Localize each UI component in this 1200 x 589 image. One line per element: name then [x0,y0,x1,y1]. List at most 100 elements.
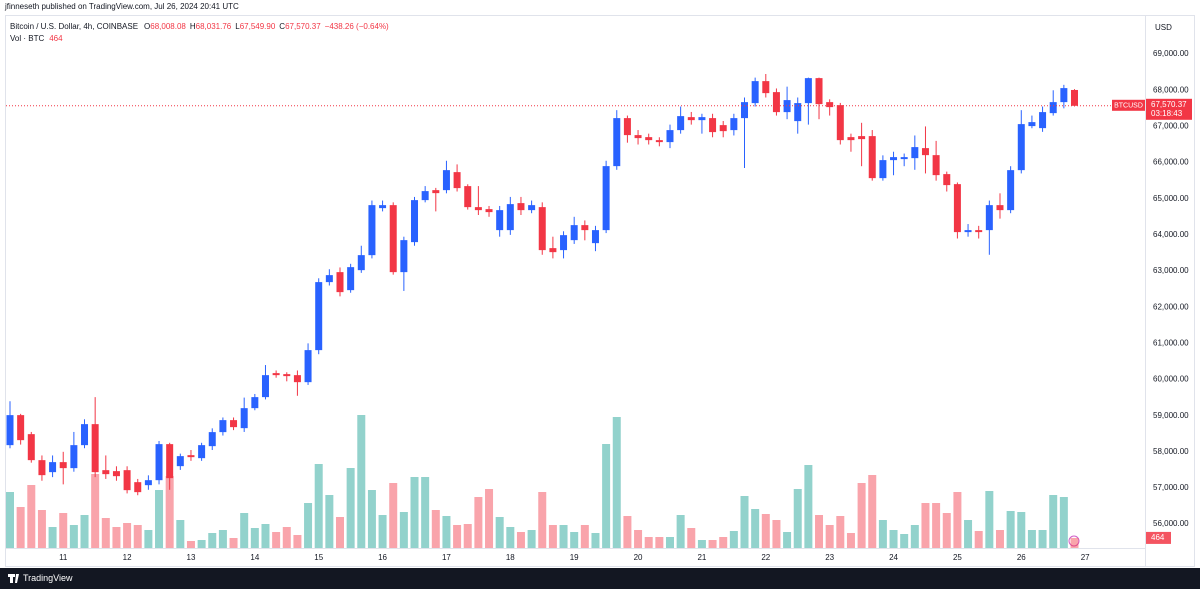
candle-body [655,140,663,143]
volume-bar [719,537,728,548]
candle-body [943,174,951,186]
volume-bar [942,513,951,548]
candle-body [623,118,631,136]
candle-body [890,157,898,161]
candle-body [932,155,940,176]
volume-bar [772,520,781,548]
candle-body [134,482,142,493]
candle-body [1039,112,1047,129]
x-tick-label: 12 [123,553,132,562]
candle-body [112,471,120,477]
candle-body [591,230,599,244]
candle-body [666,130,674,143]
candle-body [815,78,823,105]
legend-field-label: C [279,22,285,31]
candle-body [677,116,685,131]
volume-bar [889,530,898,548]
candle-body [379,205,387,209]
volume-bar [1038,530,1047,548]
volume-bar [112,527,121,548]
volume-bar [1049,495,1058,548]
x-tick-label: 14 [250,553,259,562]
candle-body [804,78,812,104]
volume-bar [421,477,430,548]
candle-body [570,225,578,241]
volume-bar [1027,530,1036,548]
x-tick-label: 13 [187,553,196,562]
volume-bar [985,491,994,548]
candle-body [921,148,929,156]
volume-bar [825,525,834,548]
candle-body [1060,88,1068,103]
candle-body [772,92,780,113]
candle-body [176,456,184,467]
volume-bar [431,510,440,548]
volume-bar [442,516,451,548]
volume-bar [325,495,334,548]
volume-bar [878,520,887,548]
y-tick-label: 65,000.00 [1153,194,1189,203]
candle-body [900,157,908,160]
y-tick-label: 69,000.00 [1153,49,1189,58]
volume-bar [591,533,600,548]
legend-field-value: 67,570.37 [285,22,321,31]
candle-body [985,205,993,231]
candle-body [49,462,57,473]
candle-body [91,424,99,473]
volume-bar [783,532,792,548]
candle-body [719,125,727,132]
volume-bar [910,525,919,548]
byline: jfinneseth published on TradingView.com,… [4,2,239,11]
candle-body [1007,170,1015,211]
volume-bar [580,525,589,548]
volume-bar [474,497,483,548]
volume-bar [485,489,494,548]
legend-field-label: L [235,22,240,31]
brand-logo [8,574,19,583]
volume-bar [144,530,153,548]
y-tick-label: 68,000.00 [1153,85,1189,94]
candle-body [272,373,280,376]
price-tag: BTCUSD [1114,103,1143,110]
volume-bar [16,507,25,548]
volume-bar [665,537,674,548]
x-tick-label: 23 [825,553,834,562]
volume-bar [304,503,313,548]
volume-bar [1070,537,1079,548]
volume-bar [80,515,89,548]
volume-bar [69,525,78,548]
candle-body [975,230,983,233]
volume-bar [932,503,941,548]
x-tick-label: 19 [570,553,579,562]
volume-bar [453,525,462,548]
volume-bar [186,541,195,548]
candle-body [70,445,78,469]
y-tick-label: 63,000.00 [1153,266,1189,275]
candle-body [868,136,876,179]
volume-bar [570,532,579,548]
y-tick-label: 56,000.00 [1153,519,1189,528]
candle-body [1017,124,1025,171]
candle-body [304,350,312,383]
volume-bar [1059,497,1068,548]
candle-body [996,205,1004,211]
volume-bar [815,515,824,548]
volume-bar [27,485,36,548]
volume-bar [804,465,813,548]
candle-body [847,137,855,141]
volume-bar [197,540,206,548]
candle-body [528,205,536,211]
legend-field-value: 67,549.90 [240,22,276,31]
candle-body [208,432,216,447]
volume-bar [335,517,344,548]
candle-body [421,191,429,201]
candle-body [560,235,568,251]
legend-field-value: 68,031.76 [196,22,232,31]
candle-body [762,81,770,94]
volume-bar [165,476,174,548]
candle-body [1071,89,1078,106]
x-tick-label: 17 [442,553,451,562]
candle-body [59,462,67,469]
legend-field-label: O [144,22,150,31]
volume-bar [995,530,1004,548]
